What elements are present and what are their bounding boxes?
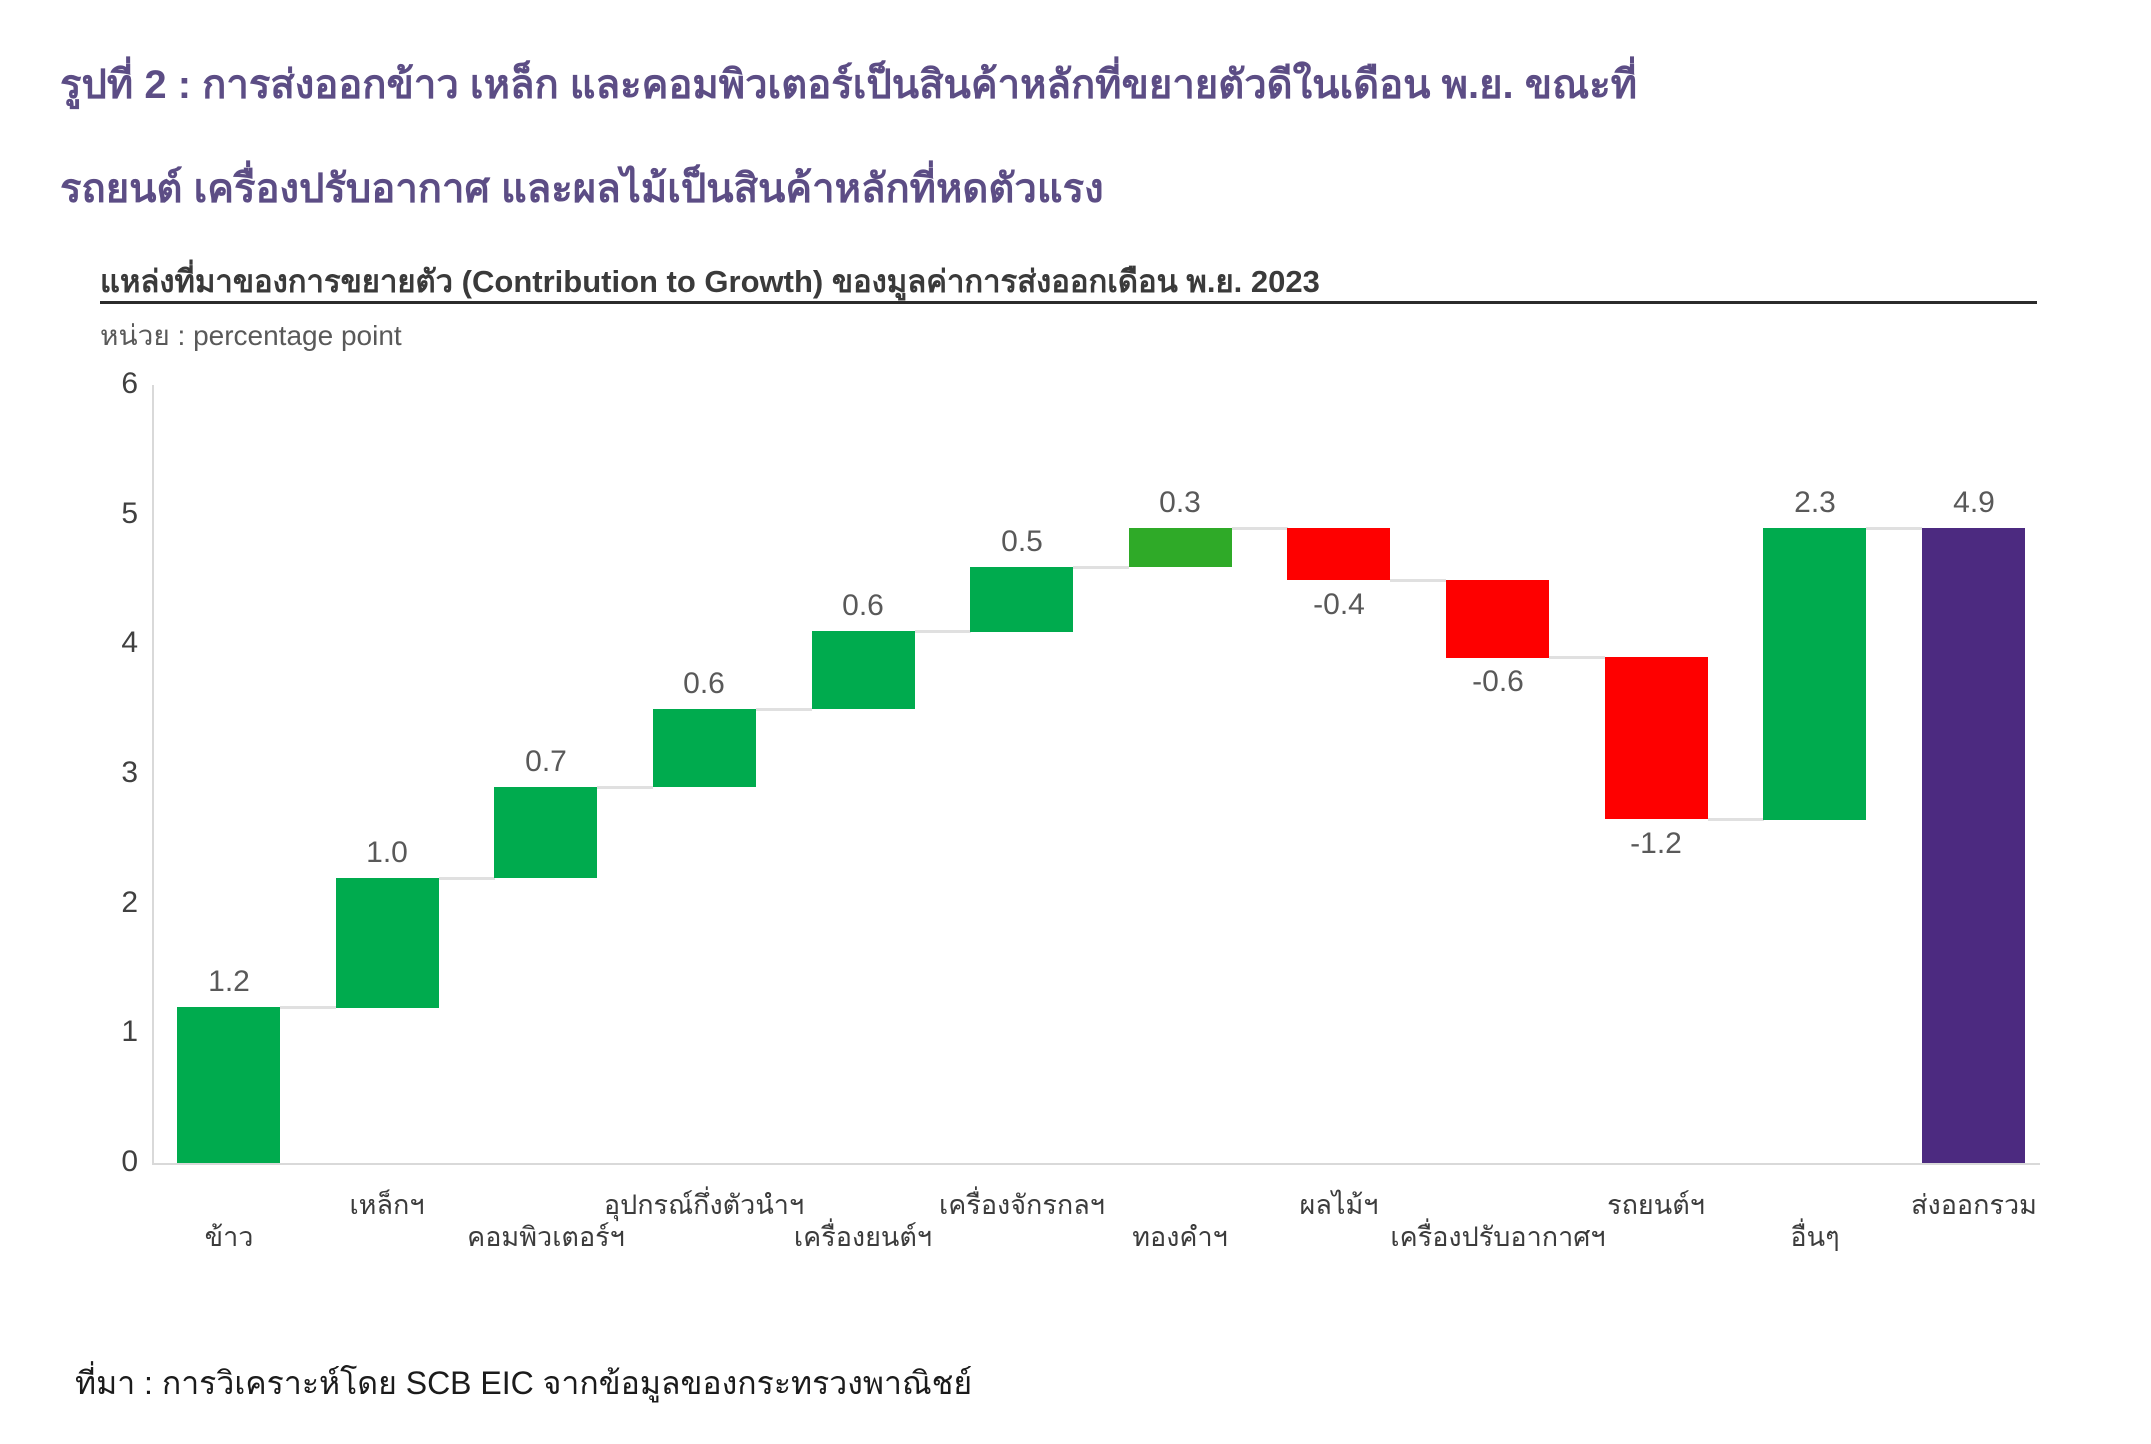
bar-value-label: 1.0 bbox=[366, 836, 408, 869]
chart-title-divider bbox=[100, 301, 2037, 304]
bar-value-label: 2.3 bbox=[1794, 486, 1836, 519]
figure-title-line2: รถยนต์ เครื่องปรับอากาศ และผลไม้เป็นสินค… bbox=[60, 167, 1104, 211]
waterfall-bar-10 bbox=[1605, 657, 1708, 819]
x-category-label: เครื่องยนต์ฯ bbox=[793, 1222, 933, 1252]
y-tick-label: 6 bbox=[121, 367, 138, 400]
bar-connector-10 bbox=[1708, 818, 1764, 821]
unit-label: หน่วย : percentage point bbox=[100, 320, 402, 351]
waterfall-bar-6 bbox=[970, 567, 1073, 632]
waterfall-bar-5 bbox=[812, 631, 915, 709]
y-tick-label: 2 bbox=[121, 885, 138, 919]
waterfall-bar-9 bbox=[1446, 580, 1549, 658]
figure-title-line1: รูปที่ 2 : การส่งออกข้าว เหล็ก และคอมพิว… bbox=[60, 63, 1638, 107]
x-category-label: เครื่องปรับอากาศฯ bbox=[1390, 1222, 1606, 1252]
bar-value-label: 4.9 bbox=[1953, 486, 1995, 519]
bar-connector-8 bbox=[1390, 579, 1446, 582]
bar-connector-9 bbox=[1549, 656, 1605, 659]
chart-title: แหล่งที่มาของการขยายตัว (Contribution to… bbox=[100, 264, 1320, 299]
bar-value-label: 0.6 bbox=[842, 589, 884, 622]
waterfall-bar-7 bbox=[1129, 528, 1232, 567]
x-category-label: ข้าว bbox=[204, 1222, 254, 1252]
x-category-label: อื่นๆ bbox=[1790, 1222, 1840, 1252]
y-tick-label: 5 bbox=[121, 496, 138, 530]
bar-connector-1 bbox=[280, 1006, 336, 1009]
bar-value-label: -0.6 bbox=[1472, 665, 1524, 698]
bar-connector-2 bbox=[439, 877, 495, 880]
waterfall-bar-2 bbox=[336, 878, 439, 1008]
waterfall-bar-12 bbox=[1922, 528, 2025, 1163]
x-category-label: เครื่องจักรกลฯ bbox=[939, 1190, 1105, 1220]
bar-value-label: -1.2 bbox=[1630, 827, 1682, 860]
bar-connector-3 bbox=[597, 786, 653, 789]
x-category-label: อุปกรณ์กึ่งตัวนำฯ bbox=[603, 1190, 805, 1220]
bar-connector-11 bbox=[1866, 527, 1922, 530]
bar-connector-7 bbox=[1232, 527, 1288, 530]
x-category-label: ทองคำฯ bbox=[1132, 1222, 1228, 1252]
bar-connector-6 bbox=[1073, 566, 1129, 569]
bar-value-label: 0.3 bbox=[1159, 486, 1201, 519]
x-category-label: ส่งออกรวม bbox=[1911, 1190, 2037, 1220]
waterfall-bar-11 bbox=[1763, 528, 1866, 820]
bar-value-label: 1.2 bbox=[208, 965, 250, 998]
bar-value-label: -0.4 bbox=[1313, 588, 1365, 621]
x-category-label: เหล็กฯ bbox=[349, 1190, 425, 1220]
y-tick-label: 4 bbox=[121, 626, 138, 660]
waterfall-bar-8 bbox=[1287, 528, 1390, 580]
x-axis-line bbox=[152, 1163, 2040, 1165]
y-axis-line bbox=[152, 385, 154, 1163]
bar-value-label: 0.6 bbox=[683, 667, 725, 700]
y-tick-label: 0 bbox=[121, 1145, 138, 1178]
x-category-label: คอมพิวเตอร์ฯ bbox=[467, 1222, 625, 1252]
y-tick-label: 1 bbox=[121, 1015, 138, 1049]
y-tick-label: 3 bbox=[121, 756, 138, 789]
waterfall-bar-1 bbox=[177, 1007, 280, 1163]
waterfall-bar-4 bbox=[653, 709, 756, 787]
x-category-label: รถยนต์ฯ bbox=[1607, 1190, 1705, 1220]
bar-connector-4 bbox=[756, 708, 812, 711]
x-category-label: ผลไม้ฯ bbox=[1299, 1190, 1379, 1220]
waterfall-bar-3 bbox=[494, 787, 597, 878]
source-note: ที่มา : การวิเคราะห์โดย SCB EIC จากข้อมู… bbox=[75, 1365, 973, 1401]
bar-connector-5 bbox=[915, 630, 971, 633]
bar-value-label: 0.7 bbox=[525, 745, 567, 778]
bar-value-label: 0.5 bbox=[1001, 525, 1043, 558]
